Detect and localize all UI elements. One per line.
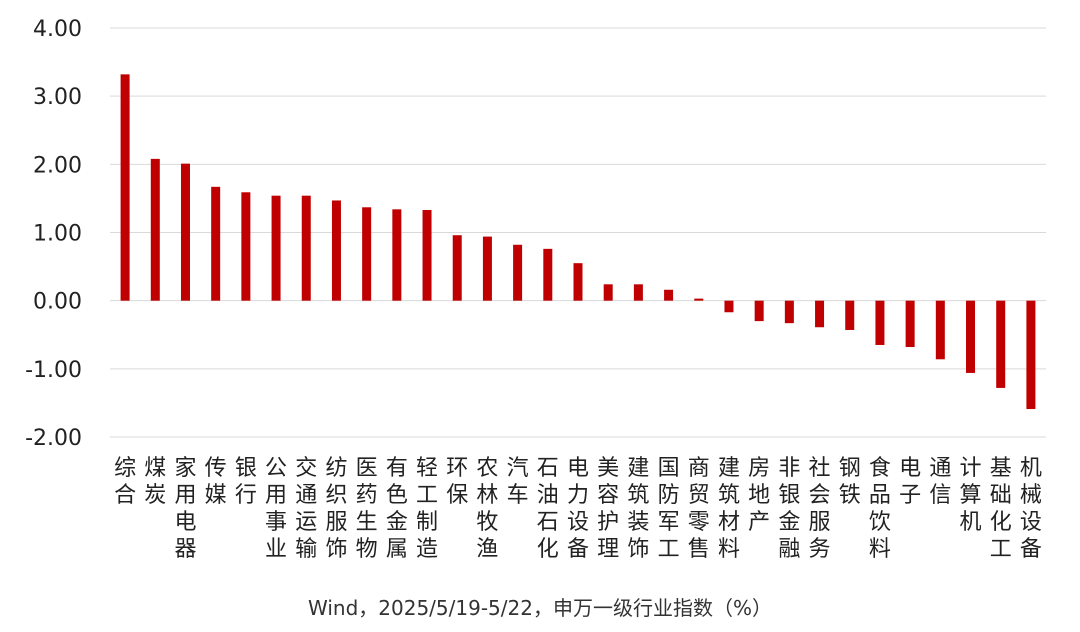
x-category-label: 家用电器 — [174, 456, 196, 562]
bar — [1026, 300, 1036, 410]
x-category-label: 建筑装饰 — [627, 456, 649, 562]
bar — [331, 200, 341, 301]
bar — [694, 298, 704, 301]
x-category-label: 电力设备 — [567, 456, 589, 562]
bar — [784, 300, 794, 324]
bar — [603, 284, 613, 301]
bar-chart: 4.00 3.00 2.00 1.00 0.00 -1.00 -2.00 综合煤炭家用电器传… — [25, 17, 1046, 562]
y-tick-label: 3.00 — [33, 85, 82, 110]
x-category-label: 轻工制造 — [416, 456, 438, 562]
x-category-label: 医药生物 — [356, 456, 378, 562]
x-category-label: 传媒 — [205, 456, 227, 508]
x-category-label: 交通运输 — [295, 456, 317, 562]
bar — [905, 300, 915, 348]
x-category-label: 综合 — [114, 456, 136, 508]
x-category-label: 房地产 — [748, 456, 770, 535]
x-category-label: 建筑材料 — [718, 456, 740, 562]
x-category-label: 食品饮料 — [869, 456, 891, 562]
x-category-label: 银行 — [235, 456, 257, 508]
x-category-label: 社会服务 — [809, 456, 831, 562]
y-tick-label: 0.00 — [33, 290, 82, 315]
bar — [150, 158, 160, 301]
bar — [271, 195, 281, 301]
bar — [452, 235, 462, 301]
bar — [543, 248, 553, 301]
bar — [845, 300, 855, 330]
bar — [815, 300, 825, 328]
bar — [513, 244, 523, 301]
x-category-label: 有色金属 — [386, 456, 408, 562]
y-tick-label: 1.00 — [33, 222, 82, 247]
x-category-label: 煤炭 — [144, 456, 166, 508]
bar — [633, 284, 643, 301]
x-category-label: 汽车 — [507, 456, 529, 508]
y-tick-label: -1.00 — [25, 358, 82, 383]
bar — [724, 300, 734, 313]
x-category-label: 电子 — [899, 456, 921, 508]
bar — [362, 207, 372, 301]
x-category-label: 基础化工 — [990, 456, 1012, 562]
bar — [966, 300, 976, 373]
y-tick-label: 4.00 — [33, 17, 82, 42]
bar — [664, 289, 674, 301]
grid-lines — [110, 27, 1046, 438]
bars — [120, 74, 1036, 410]
x-category-label: 商贸零售 — [688, 456, 710, 562]
source-note: Wind，2025/5/19-5/22，申万一级行业指数（%） — [308, 596, 772, 620]
y-tick-label: -2.00 — [25, 426, 82, 451]
x-category-label: 纺织服饰 — [325, 456, 347, 562]
x-category-label: 通信 — [929, 456, 951, 508]
y-axis-tick-labels: 4.00 3.00 2.00 1.00 0.00 -1.00 -2.00 — [25, 17, 82, 451]
x-category-label: 美容护理 — [597, 456, 619, 562]
bar — [996, 300, 1006, 388]
x-category-label: 农林牧渔 — [476, 456, 498, 562]
bar — [573, 263, 583, 301]
bar — [180, 163, 190, 301]
bar — [935, 300, 945, 360]
x-category-label: 石油石化 — [537, 456, 559, 562]
bar — [392, 209, 402, 301]
bar — [211, 186, 221, 301]
x-category-label: 非银金融 — [778, 456, 800, 562]
bar — [754, 300, 764, 322]
bar — [422, 210, 432, 301]
x-axis-category-labels: 综合煤炭家用电器传媒银行公用事业交通运输纺织服饰医药生物有色金属轻工制造环保农林… — [114, 456, 1042, 562]
bar — [301, 195, 311, 301]
x-category-label: 国防军工 — [658, 456, 680, 562]
x-category-label: 计算机 — [960, 456, 982, 535]
x-category-label: 钢铁 — [839, 456, 861, 508]
x-category-label: 公用事业 — [265, 456, 287, 562]
bar — [241, 192, 251, 301]
x-category-label: 环保 — [446, 456, 468, 508]
x-category-label: 机械设备 — [1020, 456, 1042, 562]
bar — [875, 300, 885, 345]
y-tick-label: 2.00 — [33, 153, 82, 178]
bar — [120, 74, 130, 301]
bar — [482, 236, 492, 301]
